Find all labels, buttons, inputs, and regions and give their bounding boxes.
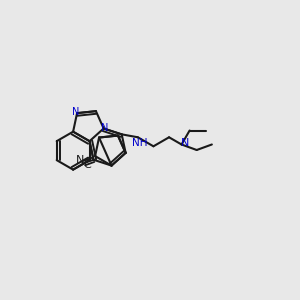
Text: N: N: [181, 138, 189, 148]
Text: NH: NH: [132, 138, 148, 148]
Text: N: N: [101, 124, 109, 134]
Text: N: N: [73, 106, 80, 117]
Text: C: C: [83, 160, 91, 170]
Text: N: N: [76, 154, 84, 164]
